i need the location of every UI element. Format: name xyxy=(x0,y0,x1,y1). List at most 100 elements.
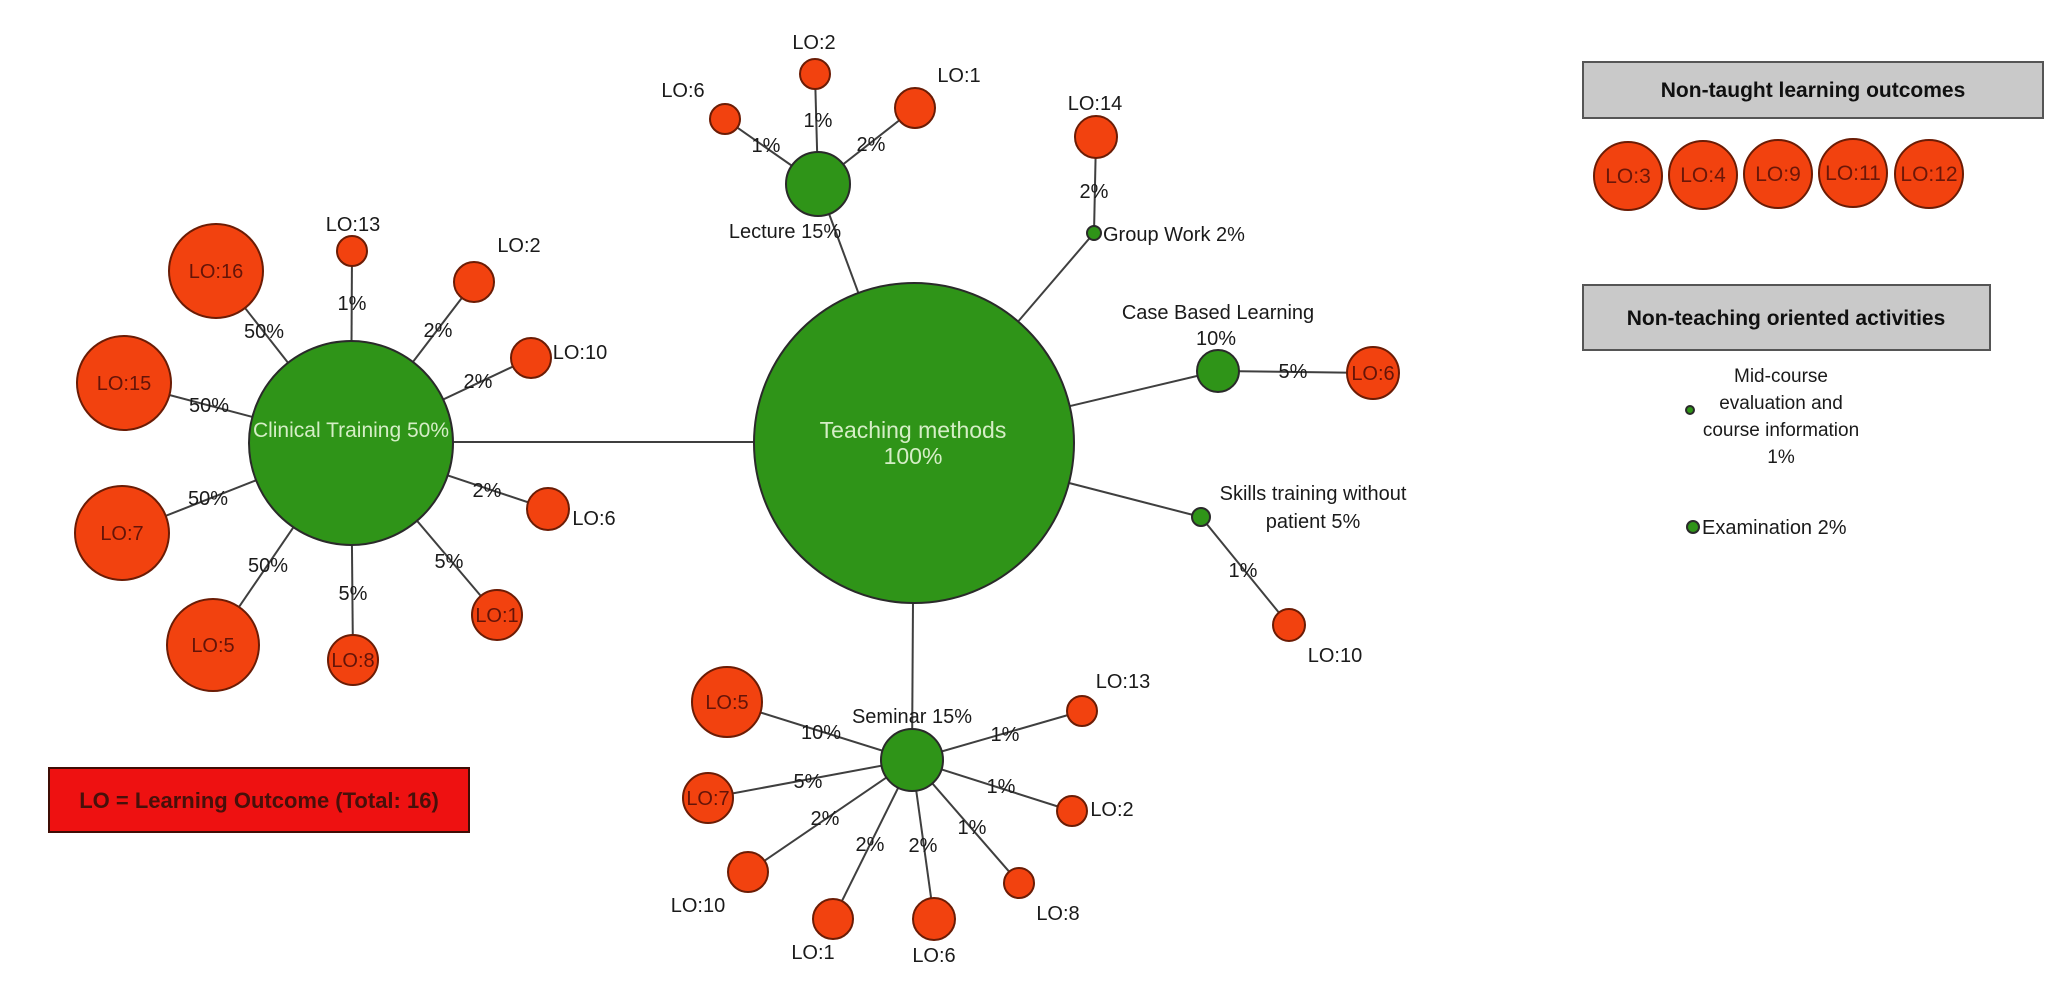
seminar-lo10-label: LO:10 xyxy=(671,895,725,917)
midcourse-line3: course information xyxy=(1703,420,1859,441)
nodes xyxy=(74,58,1400,941)
lecture-lo2-pct: 1% xyxy=(804,110,833,132)
teaching-methods-node xyxy=(753,282,1075,604)
non-taught-lo3-node xyxy=(1593,141,1663,211)
clinical-lo10-label: LO:10 xyxy=(553,342,607,364)
non-taught-lo12-label: LO:12 xyxy=(1900,163,1957,186)
seminar-lo10-pct: 2% xyxy=(811,808,840,830)
skills-label-line2: patient 5% xyxy=(1266,511,1361,533)
teaching-methods-pct: 100% xyxy=(884,443,943,469)
group-work-node xyxy=(1086,225,1102,241)
clinical-lo5-label: LO:5 xyxy=(191,635,234,657)
clinical-lo2-pct: 2% xyxy=(424,320,453,342)
skills-lo10-node xyxy=(1272,608,1306,642)
clinical-lo5-node xyxy=(166,598,260,692)
non-teaching-title: Non-teaching oriented activities xyxy=(1627,307,1946,330)
teaching-methods-label: Teaching methods xyxy=(820,417,1007,443)
seminar-lo2-label: LO:2 xyxy=(1090,799,1133,821)
lecture-lo1-label: LO:1 xyxy=(937,65,980,87)
seminar-lo7-label: LO:7 xyxy=(686,788,729,810)
clinical-training-node xyxy=(248,340,454,546)
groupwork-lo14-label: LO:14 xyxy=(1068,93,1122,115)
seminar-lo13-label: LO:13 xyxy=(1096,671,1150,693)
seminar-lo2-pct: 1% xyxy=(987,776,1016,798)
seminar-lo8-node xyxy=(1003,867,1035,899)
clinical-lo15-node xyxy=(76,335,172,431)
case-based-learning-node xyxy=(1196,349,1240,393)
edge-seminar-lo7 xyxy=(707,759,913,799)
casebased-lo6-pct: 5% xyxy=(1279,361,1308,383)
clinical-lo16-node xyxy=(168,223,264,319)
seminar-lo2-node xyxy=(1056,795,1088,827)
lecture-lo6-label: LO:6 xyxy=(661,80,704,102)
clinical-lo5-pct: 50% xyxy=(248,555,288,577)
seminar-lo5-label: LO:5 xyxy=(705,692,748,714)
edge-skills-lo10 xyxy=(1200,516,1290,626)
casebased-lo6-node xyxy=(1346,346,1400,400)
clinical-lo7-node xyxy=(74,485,170,581)
note-box xyxy=(48,767,470,833)
clinical-lo6-node xyxy=(526,487,570,531)
seminar-lo7-pct: 5% xyxy=(794,771,823,793)
group-work-label: Group Work 2% xyxy=(1103,224,1245,246)
legend-non-teaching: Non-teaching oriented activities Mid-cou… xyxy=(1582,284,1991,539)
non-taught-lo4-label: LO:4 xyxy=(1680,164,1726,187)
non-taught-lo9-label: LO:9 xyxy=(1755,163,1801,186)
non-taught-lo11-node xyxy=(1818,138,1888,208)
non-taught-lo3-label: LO:3 xyxy=(1605,165,1651,188)
clinical-lo6-pct: 2% xyxy=(473,480,502,502)
clinical-lo8-node xyxy=(327,634,379,686)
seminar-lo5-node xyxy=(691,666,763,738)
seminar-lo6-label: LO:6 xyxy=(912,945,955,967)
note-box-group: LO = Learning Outcome (Total: 16) xyxy=(48,767,470,833)
clinical-training-label: Clinical Training 50% xyxy=(253,419,449,442)
examination-label: Examination 2% xyxy=(1702,517,1847,539)
midcourse-line4: 1% xyxy=(1767,447,1795,468)
seminar-label: Seminar 15% xyxy=(852,706,972,728)
lecture-label: Lecture 15% xyxy=(729,221,842,243)
seminar-lo6-pct: 2% xyxy=(909,835,938,857)
casebased-lo6-label: LO:6 xyxy=(1351,363,1394,385)
midcourse-line2: evaluation and xyxy=(1719,393,1843,414)
seminar-lo13-node xyxy=(1066,695,1098,727)
clinical-lo2-label: LO:2 xyxy=(497,235,540,257)
lecture-lo1-node xyxy=(894,87,936,129)
edge-seminar-lo10 xyxy=(747,759,913,873)
clinical-lo6-label: LO:6 xyxy=(572,508,615,530)
examination-dot xyxy=(1686,520,1700,534)
non-taught-title: Non-taught learning outcomes xyxy=(1661,79,1966,102)
case-based-pct: 10% xyxy=(1196,328,1236,350)
seminar-lo13-pct: 1% xyxy=(991,724,1020,746)
lecture-lo2-node xyxy=(799,58,831,90)
clinical-lo1-node xyxy=(471,589,523,641)
clinical-lo1-label: LO:1 xyxy=(475,605,518,627)
clinical-lo10-node xyxy=(510,337,552,379)
seminar-lo6-node xyxy=(912,897,956,941)
clinical-lo16-pct: 50% xyxy=(244,321,284,343)
non-taught-lo11-label: LO:11 xyxy=(1825,162,1881,185)
lecture-lo6-pct: 1% xyxy=(752,135,781,157)
seminar-lo8-label: LO:8 xyxy=(1036,903,1079,925)
clinical-lo1-pct: 5% xyxy=(435,551,464,573)
clinical-lo15-label: LO:15 xyxy=(97,373,151,395)
seminar-lo1-node xyxy=(812,898,854,940)
clinical-lo8-pct: 5% xyxy=(339,583,368,605)
legend-non-taught: Non-taught learning outcomes LO:3 LO:4 L… xyxy=(1582,61,2044,211)
midcourse-dot xyxy=(1685,405,1695,415)
case-based-label: Case Based Learning xyxy=(1122,302,1314,324)
groupwork-lo14-node xyxy=(1074,115,1118,159)
clinical-lo13-pct: 1% xyxy=(338,293,367,315)
seminar-node xyxy=(880,728,944,792)
seminar-lo1-pct: 2% xyxy=(856,834,885,856)
skills-training-node xyxy=(1191,507,1211,527)
clinical-lo16-label: LO:16 xyxy=(189,261,243,283)
seminar-lo1-label: LO:1 xyxy=(791,942,834,964)
non-taught-header-box xyxy=(1582,61,2044,119)
midcourse-line1: Mid-course xyxy=(1734,366,1828,387)
skills-lo10-label: LO:10 xyxy=(1308,645,1362,667)
non-taught-lo9-node xyxy=(1743,139,1813,209)
clinical-lo7-pct: 50% xyxy=(188,488,228,510)
non-taught-lo12-node xyxy=(1894,139,1964,209)
